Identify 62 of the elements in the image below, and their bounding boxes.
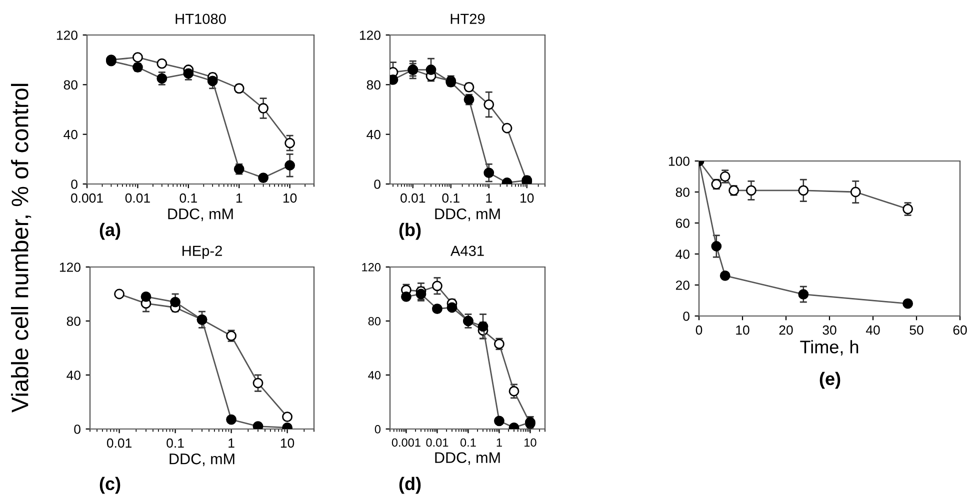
text: (a) <box>100 222 120 240</box>
x-tick-label: 0.01 <box>400 193 426 203</box>
x-axis-title: Time, h <box>800 340 858 356</box>
text: (d) <box>399 476 421 494</box>
text: (b) <box>399 222 421 240</box>
y-tick-label: 40 <box>64 130 78 140</box>
x-tick-label: 0.1 <box>442 193 460 203</box>
x-tick-label: 0.01 <box>125 193 150 203</box>
x-tick-label: 40 <box>866 325 880 335</box>
y-tick-label: 0 <box>683 312 690 321</box>
x-tick-label: 30 <box>822 325 836 335</box>
x-tick-label: 50 <box>910 325 924 335</box>
y-tick-label: 40 <box>366 130 380 140</box>
x-tick-label: 0.001 <box>392 438 420 447</box>
y-axis-title: Viable cell number, % of control <box>10 84 32 413</box>
x-tick-label: 20 <box>779 325 793 335</box>
x-tick-label: 0.01 <box>426 438 448 447</box>
y-tick-label: 80 <box>676 188 690 197</box>
x-tick-label: 10 <box>524 438 536 447</box>
y-tick-label: 120 <box>60 262 80 272</box>
y-tick-label: 80 <box>366 80 380 90</box>
x-axis-title: DDC, mM <box>170 454 234 466</box>
x-tick-label: 0.001 <box>71 193 103 203</box>
x-tick-label: 10 <box>736 325 750 335</box>
y-tick-label: 40 <box>66 370 80 380</box>
y-tick-label: 80 <box>368 317 381 326</box>
y-tick-label: 120 <box>362 263 381 272</box>
y-tick-label: 100 <box>668 156 690 166</box>
x-tick-label: 10 <box>520 193 534 203</box>
x-tick-label: 1 <box>486 194 492 203</box>
y-tick-label: 120 <box>56 30 78 40</box>
y-tick-label: 60 <box>676 218 690 228</box>
x-tick-label: 0.01 <box>106 438 132 448</box>
x-axis-title: DDC, mM <box>435 452 500 465</box>
y-tick-label: 20 <box>676 280 690 290</box>
chart-title: HT1080 <box>176 14 226 24</box>
y-tick-label: 0 <box>374 180 380 189</box>
x-tick-label: 1 <box>496 438 502 447</box>
chart-title: HT29 <box>450 14 485 24</box>
x-axis-title: DDC, mM <box>435 208 500 222</box>
x-tick-label: 0.1 <box>180 193 197 203</box>
y-tick-label: 40 <box>368 371 381 380</box>
text: (e) <box>820 372 840 389</box>
y-tick-label: 0 <box>374 425 381 434</box>
x-tick-label: 1 <box>236 194 242 203</box>
y-tick-label: 0 <box>71 180 78 189</box>
y-tick-label: 40 <box>676 250 690 259</box>
y-tick-label: 0 <box>74 424 80 434</box>
y-tick-label: 80 <box>64 80 78 90</box>
x-tick-label: 0.1 <box>166 438 184 448</box>
x-tick-label: 0.1 <box>460 438 476 447</box>
chart-title: A431 <box>450 246 484 256</box>
y-tick-label: 80 <box>66 316 80 326</box>
x-tick-label: 0 <box>696 325 702 335</box>
y-tick-label: 120 <box>360 30 380 40</box>
x-axis-title: DDC, mM <box>168 208 233 222</box>
x-tick-label: 10 <box>280 438 294 448</box>
x-tick-label: 10 <box>283 193 297 203</box>
x-tick-label: 60 <box>953 325 967 335</box>
chart-title: HEp-2 <box>182 246 222 259</box>
x-tick-label: 1 <box>228 438 234 448</box>
text: (c) <box>100 476 120 494</box>
